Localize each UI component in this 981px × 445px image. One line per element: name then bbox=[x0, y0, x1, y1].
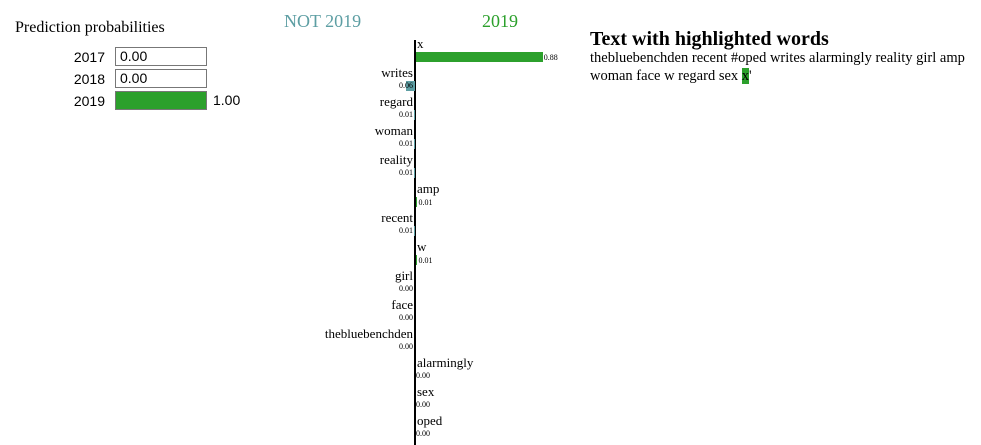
feature-word-label: woman bbox=[374, 123, 413, 138]
text-suffix: ' bbox=[749, 68, 752, 84]
feature-word-label: reality bbox=[379, 152, 413, 167]
chart-axis-line bbox=[414, 40, 416, 445]
feature-weight-bar bbox=[416, 197, 418, 207]
feature-word-label: sex bbox=[417, 384, 435, 399]
probability-bar-frame: 0.00 bbox=[115, 69, 207, 88]
probability-value: 0.00 bbox=[120, 48, 148, 64]
feature-word-label: x bbox=[417, 36, 424, 51]
feature-weight-value: 0.00 bbox=[399, 284, 413, 293]
probability-value-outside: 1.00 bbox=[213, 92, 241, 108]
feature-word-label: thebluebenchden bbox=[324, 326, 413, 341]
highlighted-text-title: Text with highlighted words bbox=[590, 28, 829, 50]
feature-weight-value: 0.01 bbox=[418, 256, 433, 265]
feature-word-label: amp bbox=[417, 181, 440, 196]
feature-weight-bar bbox=[416, 52, 543, 62]
feature-word-label: alarmingly bbox=[417, 355, 474, 370]
feature-weight-value: 0.01 bbox=[399, 139, 413, 148]
feature-weight-value: 0.00 bbox=[399, 342, 413, 351]
feature-weight-bar bbox=[413, 168, 415, 178]
feature-weight-value: 0.00 bbox=[399, 313, 413, 322]
text-plain: thebluebenchden recent #oped writes alar… bbox=[590, 50, 965, 84]
probability-class-label: 2017 bbox=[73, 49, 105, 65]
probability-row: 2018 0.00 bbox=[0, 69, 260, 89]
probability-class-label: 2018 bbox=[73, 71, 105, 87]
feature-word-label: recent bbox=[381, 210, 413, 225]
feature-weight-bar bbox=[406, 81, 415, 91]
probability-bar-fill bbox=[116, 92, 206, 109]
feature-word-label: face bbox=[391, 297, 413, 312]
prediction-probabilities-title: Prediction probabilities bbox=[15, 19, 165, 36]
probability-bar-frame bbox=[115, 91, 207, 110]
probability-row: 2017 0.00 bbox=[0, 47, 260, 67]
highlighted-word: x bbox=[741, 68, 750, 84]
probability-bar-frame: 0.00 bbox=[115, 47, 207, 66]
highlighted-text-body: thebluebenchden recent #oped writes alar… bbox=[590, 49, 978, 85]
feature-weight-bar bbox=[413, 110, 415, 120]
probability-value: 0.00 bbox=[120, 70, 148, 86]
feature-weight-value: 0.01 bbox=[399, 110, 413, 119]
probability-row: 2019 1.00 bbox=[0, 91, 260, 111]
feature-weight-value: 0.01 bbox=[399, 226, 413, 235]
feature-word-label: w bbox=[417, 239, 427, 254]
feature-weight-value: 0.00 bbox=[416, 429, 430, 438]
feature-weight-value: 0.01 bbox=[399, 168, 413, 177]
feature-weight-bar bbox=[413, 139, 415, 149]
probability-class-label: 2019 bbox=[73, 93, 105, 109]
negative-class-title: NOT 2019 bbox=[284, 11, 362, 31]
feature-weight-value: 0.00 bbox=[416, 400, 430, 409]
feature-weight-bar bbox=[413, 226, 415, 236]
feature-weight-value: 0.06 bbox=[399, 81, 413, 90]
feature-weight-value: 0.88 bbox=[543, 53, 558, 62]
feature-word-label: writes bbox=[381, 65, 413, 80]
feature-word-label: oped bbox=[417, 413, 443, 428]
positive-class-title: 2019 bbox=[482, 11, 518, 31]
feature-weight-value: 0.01 bbox=[418, 198, 433, 207]
feature-word-label: regard bbox=[379, 94, 413, 109]
feature-weight-bar bbox=[416, 255, 418, 265]
feature-weight-value: 0.00 bbox=[416, 371, 430, 380]
feature-word-label: girl bbox=[394, 268, 413, 283]
